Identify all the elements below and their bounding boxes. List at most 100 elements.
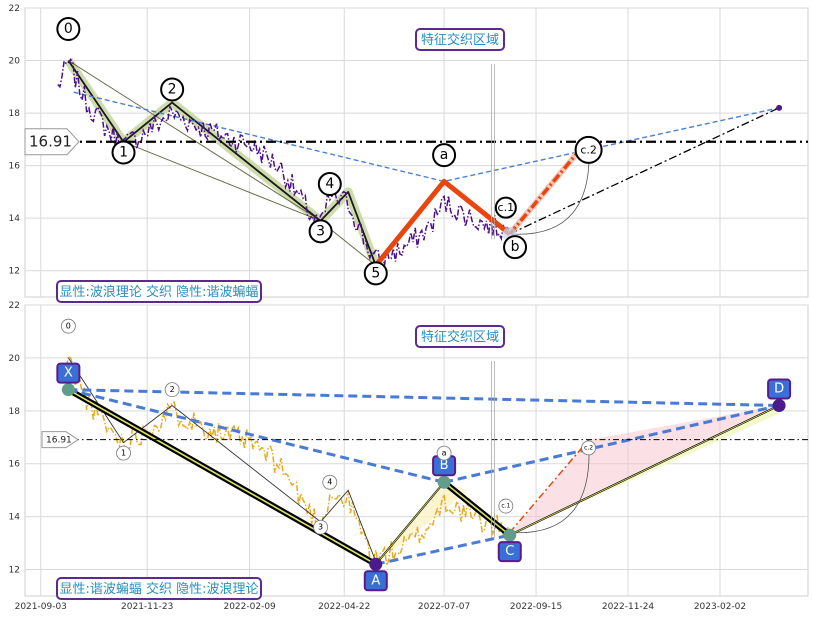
corrective-wave-line [373, 178, 512, 268]
top-wave-label: 2 [168, 81, 177, 97]
harmonic-label-b: B [440, 458, 449, 473]
top-wave-label: c.2 [580, 143, 597, 156]
harmonic-point-x-marker [61, 383, 75, 397]
harmonic-label-a-box [363, 570, 388, 592]
top-wave-label: 0 [64, 21, 73, 37]
top-level-tag [24, 128, 80, 156]
bottom-region-label: 特征交织区域 [415, 325, 505, 348]
top-region-label: 特征交织区域 [415, 28, 505, 51]
top-y-tick-label: 14 [9, 214, 21, 224]
top-wave-label: a [440, 147, 449, 163]
harmonic-label-c-box [497, 541, 522, 563]
top-wave-label: b [511, 239, 520, 255]
top-region-label-text: 特征交织区域 [421, 32, 499, 48]
bottom-wave-marker [498, 498, 514, 514]
bottom-y-tick-label: 22 [9, 301, 20, 311]
top-wave-label: 3 [316, 223, 325, 239]
bottom-wave-label: 3 [318, 523, 323, 532]
top-wave-marker [111, 140, 136, 165]
bottom-y-tick-label: 20 [9, 354, 21, 364]
harmonic-label-c: C [505, 544, 514, 559]
bottom-y-tick-label: 14 [9, 513, 21, 523]
top-y-tick-label: 12 [9, 267, 20, 277]
harmonic-label-d: D [774, 382, 784, 397]
bottom-y-tick-label: 18 [9, 407, 21, 417]
harmonic-leg-line [443, 481, 511, 536]
top-y-tick-label: 16 [9, 162, 21, 172]
fib-arc [509, 439, 590, 534]
top-y-tick-label: 18 [9, 109, 21, 119]
x-tick-label: 2021-11-23 [121, 602, 173, 612]
bottom-wave-label: 4 [327, 478, 332, 487]
harmonic-point-d-marker [772, 399, 786, 413]
bottom-level-tag [41, 431, 79, 449]
top-wave-marker [308, 219, 333, 244]
top-y-tick-label: 22 [9, 4, 20, 14]
top-wave-marker [363, 261, 388, 286]
top-wave-marker [56, 17, 81, 42]
bottom-wave-marker [322, 474, 338, 490]
projection-dashed-line [73, 91, 780, 183]
bottom-wave-label: 0 [66, 322, 71, 331]
top-wave-marker [503, 235, 528, 260]
bottom-region-marker [490, 361, 495, 538]
bottom-wave-marker [116, 445, 131, 461]
top-wave-label: 5 [371, 265, 380, 281]
bottom-wave-label: 2 [170, 385, 175, 394]
x-tick-label: 2022-04-22 [318, 602, 370, 612]
top-level-tag-text: 16.91 [29, 133, 72, 151]
bottom-y-tick-label: 12 [9, 566, 20, 576]
harmonic-point-a-marker [369, 557, 383, 571]
harmonic-leg-line [375, 481, 445, 565]
x-tick-label: 2022-09-15 [510, 602, 562, 612]
top-region-marker [490, 64, 495, 240]
x-tick-label: 2021-09-03 [15, 602, 67, 612]
impulse-wave-line [68, 357, 377, 562]
harmonic-point-c-marker [503, 528, 517, 542]
top-wave-marker [160, 77, 185, 102]
top-wave-marker [432, 143, 457, 168]
projection-dashdot-line [509, 107, 780, 235]
top-plot-frame [24, 7, 809, 298]
bottom-level-tag-text: 16.91 [46, 436, 72, 446]
corrective-projection-line [508, 138, 590, 236]
corrective-projection-line [509, 439, 590, 533]
bottom-wave-marker [581, 440, 597, 456]
bottom-caption: 显性:谐波蝙蝠 交织 隐性:波浪理论 [56, 577, 262, 600]
harmonic-label-a: A [371, 573, 380, 588]
impulse-wave-line [67, 59, 377, 266]
top-wave-label: c.1 [498, 201, 515, 214]
harmonic-dashed-connector [443, 404, 780, 484]
top-caption: 显性:波浪理论 交织 隐性:谐波蝙蝠 [56, 280, 262, 303]
top-caption-text: 显性:波浪理论 交织 隐性:谐波蝙蝠 [59, 284, 258, 300]
x-tick-label: 2022-02-09 [223, 602, 276, 612]
x-tick-label: 2023-02-02 [694, 602, 746, 612]
bottom-region-label-text: 特征交织区域 [421, 329, 499, 345]
harmonic-label-x-box [56, 362, 81, 384]
bottom-wave-marker [60, 318, 76, 334]
bottom-wave-marker [164, 382, 180, 398]
top-wave-label: 1 [119, 145, 128, 161]
harmonic-dashed-connector [68, 388, 780, 408]
bottom-wave-label: c.1 [501, 503, 510, 510]
harmonic-leg-line [509, 405, 780, 536]
top-wave-label: 4 [325, 176, 334, 192]
price-line [57, 58, 511, 266]
x-tick-label: 2022-11-24 [602, 602, 655, 612]
bottom-wave-label: 1 [121, 449, 126, 458]
top-y-tick-label: 20 [9, 57, 21, 67]
harmonic-label-d-box [767, 378, 792, 400]
x-tick-label: 2022-07-07 [418, 602, 470, 612]
top-wave-marker [317, 172, 342, 197]
bottom-y-tick-label: 16 [9, 460, 21, 470]
wave-channel-line [123, 141, 321, 222]
top-wave-marker [574, 135, 603, 164]
projection-end-point [776, 104, 783, 111]
bottom-wave-marker [436, 445, 452, 461]
bottom-wave-label: c.2 [584, 444, 593, 451]
bottom-caption-text: 显性:谐波蝙蝠 交织 隐性:波浪理论 [59, 581, 258, 597]
harmonic-leg-line [67, 388, 377, 565]
bottom-wave-label: a [442, 449, 447, 458]
